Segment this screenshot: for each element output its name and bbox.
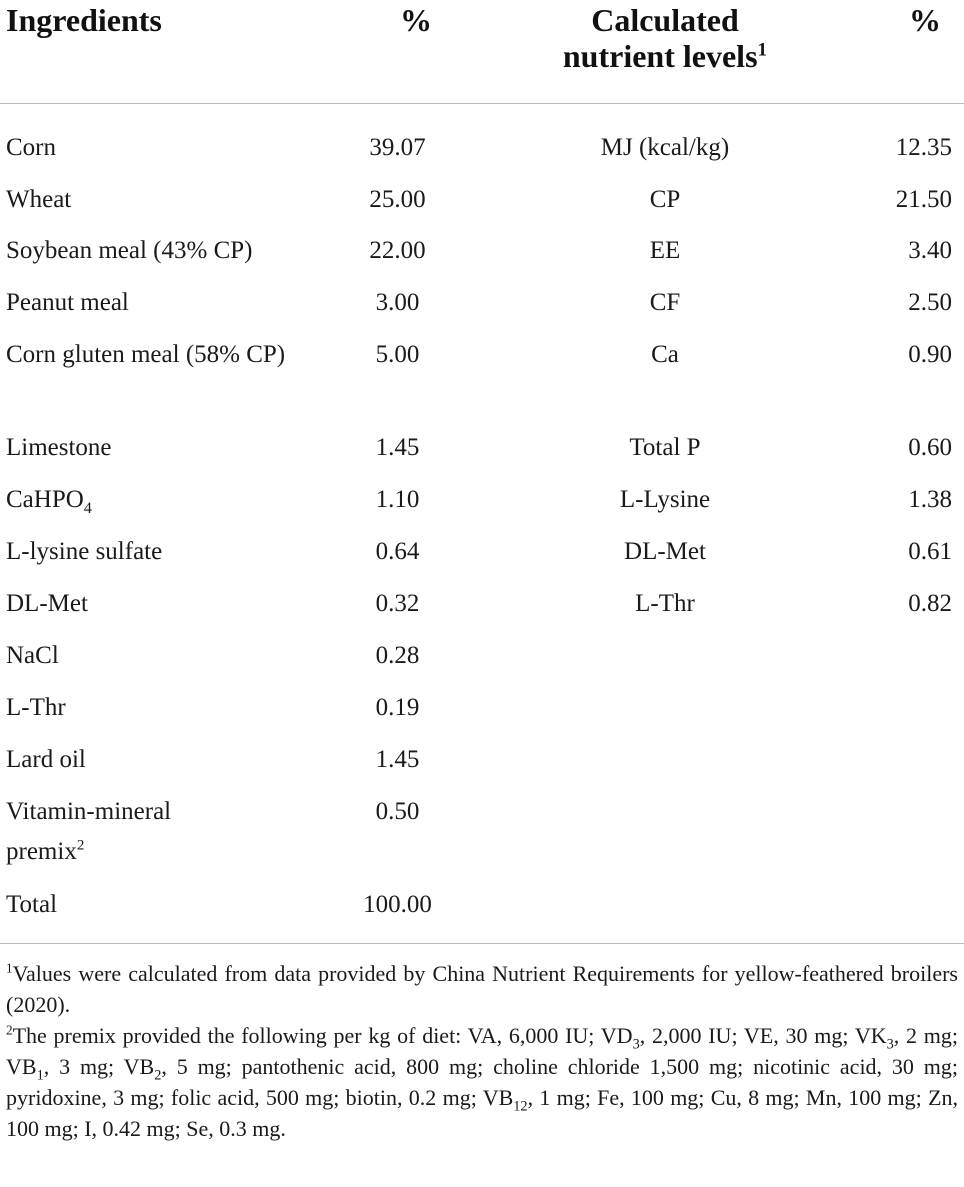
nutrient-name: Total P: [629, 434, 701, 461]
footnote-2-text: , 2,000 IU; VE, 30 mg; VK: [639, 1023, 887, 1048]
nutrient-name: L-Thr: [635, 590, 695, 617]
ingredient-name-subscript: 4: [83, 499, 92, 517]
ingredient-value: 3.00: [375, 289, 420, 316]
ingredient-value: 0.28: [375, 642, 420, 669]
nutrient-name: L-Lysine: [619, 486, 711, 513]
ingredient-value: 1.10: [375, 486, 420, 513]
ingredient-value: 25.00: [369, 186, 426, 213]
nutrient-name: CF: [649, 289, 681, 316]
footnote-2-subscript: 3: [886, 1036, 894, 1053]
ingredient-name: Vitamin-mineral premix2: [6, 792, 306, 872]
header-calculated-line1: Calculated: [591, 2, 739, 38]
footnote-1-text: Values were calculated from data provide…: [6, 961, 958, 1017]
ingredient-name: Peanut meal: [6, 289, 129, 316]
ingredient-value: 0.19: [375, 694, 420, 721]
footnote-2-text: The premix provided the following per kg…: [12, 1023, 633, 1048]
ingredient-value: 1.45: [375, 434, 420, 461]
ingredient-name: Corn gluten meal (58% CP): [6, 341, 286, 368]
ingredient-value: 39.07: [369, 134, 426, 161]
nutrient-value: 0.61: [908, 538, 952, 565]
ingredient-footnote-marker: 2: [76, 837, 85, 854]
ingredient-value: 0.64: [375, 538, 420, 565]
ingredient-total-value: 100.00: [363, 891, 432, 918]
footer-divider: [0, 943, 964, 944]
nutrient-name: MJ (kcal/kg): [600, 134, 730, 161]
ingredient-name: Lard oil: [6, 746, 86, 773]
footnote-2: 2The premix provided the following per k…: [6, 1020, 958, 1144]
ingredient-name: Corn: [6, 134, 56, 161]
header-ingredients: Ingredients: [6, 2, 162, 38]
ingredient-value: 5.00: [375, 341, 420, 368]
header-percent-nutrients: %: [909, 2, 941, 38]
ingredient-value: 0.50: [375, 798, 420, 825]
ingredient-name: Wheat: [6, 186, 72, 213]
footnote-2-text: , 1 mg; Fe, 100 mg; Cu, 8 mg; Mn, 100 mg…: [6, 1085, 959, 1141]
ingredient-name-line1: Vitamin-mineral: [6, 798, 172, 825]
footnote-2-subscript: 1: [36, 1067, 44, 1084]
footnote-1: 1Values were calculated from data provid…: [6, 958, 958, 1020]
header-calculated-footnote-marker: 1: [757, 39, 768, 61]
header-calculated-line2: nutrient levels: [562, 38, 758, 74]
footnote-2-subscript: 3: [632, 1036, 640, 1053]
footnote-2-marker: 2: [6, 1022, 13, 1038]
footnote-2-text: , 3 mg; VB: [43, 1054, 155, 1079]
ingredient-total-label: Total: [6, 891, 58, 918]
ingredient-name: CaHPO4: [6, 480, 306, 520]
header-divider: [0, 103, 964, 104]
footnote-2-text: , 5 mg; pantothenic acid, 800 mg; cholin…: [6, 1054, 958, 1110]
nutrient-name: DL-Met: [624, 538, 706, 565]
ingredient-name-main: CaHPO: [6, 486, 84, 513]
nutrient-value: 21.50: [895, 186, 952, 213]
footnote-2-text: , 2 mg; VB: [6, 1023, 958, 1079]
ingredient-value: 22.00: [369, 237, 426, 264]
nutrient-value: 2.50: [908, 289, 952, 316]
footnote-2-subscript: 12: [513, 1098, 528, 1115]
header-calculated-nutrients: Calculated nutrient levels1: [520, 2, 810, 74]
ingredient-value: 0.32: [375, 590, 420, 617]
ingredient-name: DL-Met: [6, 590, 88, 617]
footnote-1-marker: 1: [6, 960, 13, 976]
nutrient-name: EE: [649, 237, 681, 264]
nutrient-name: Ca: [651, 341, 679, 368]
ingredient-name: Soybean meal (43% CP): [6, 237, 253, 264]
nutrient-value: 0.82: [908, 590, 952, 617]
header-percent-ingredients: %: [400, 2, 432, 38]
footnotes: 1Values were calculated from data provid…: [6, 958, 958, 1144]
ingredient-name: NaCl: [6, 642, 59, 669]
ingredient-name: L-Thr: [6, 694, 66, 721]
footnote-2-subscript: 2: [154, 1067, 162, 1084]
ingredient-value: 1.45: [375, 746, 420, 773]
ingredient-name: L-lysine sulfate: [6, 538, 163, 565]
ingredient-name: Limestone: [6, 434, 112, 461]
nutrient-value: 0.90: [908, 341, 952, 368]
nutrient-value: 3.40: [908, 237, 952, 264]
nutrient-name: CP: [649, 186, 681, 213]
nutrient-value: 0.60: [908, 434, 952, 461]
nutrient-value: 12.35: [895, 134, 952, 161]
nutrient-value: 1.38: [908, 486, 952, 513]
ingredient-name-line2: premix: [6, 838, 77, 865]
